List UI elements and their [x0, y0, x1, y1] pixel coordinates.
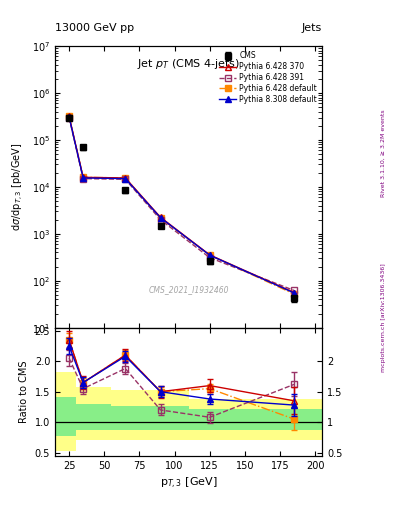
Pythia 6.428 default — [292, 291, 296, 297]
Pythia 8.308 default — [292, 290, 296, 296]
Pythia 6.428 370 — [67, 113, 72, 119]
Y-axis label: d$\sigma$/dp$_{T,3}$ [pb/GeV]: d$\sigma$/dp$_{T,3}$ [pb/GeV] — [11, 143, 26, 231]
Pythia 6.428 default — [208, 252, 212, 258]
Pythia 8.308 default — [123, 176, 128, 182]
Line: Pythia 6.428 370: Pythia 6.428 370 — [66, 114, 297, 295]
Pythia 6.428 default — [158, 215, 163, 221]
Pythia 6.428 370 — [123, 175, 128, 181]
Text: Jets: Jets — [302, 23, 322, 33]
Pythia 6.428 default — [67, 113, 72, 119]
Pythia 8.308 default — [67, 114, 72, 120]
Pythia 8.308 default — [81, 175, 86, 181]
Line: Pythia 6.428 default: Pythia 6.428 default — [66, 114, 297, 297]
Pythia 6.428 391 — [292, 287, 296, 293]
Pythia 8.308 default — [158, 215, 163, 221]
Line: Pythia 8.308 default: Pythia 8.308 default — [66, 114, 297, 296]
Text: 13000 GeV pp: 13000 GeV pp — [55, 23, 134, 33]
Pythia 6.428 391 — [158, 217, 163, 223]
Pythia 6.428 391 — [81, 176, 86, 182]
Pythia 8.308 default — [208, 252, 212, 258]
Y-axis label: Ratio to CMS: Ratio to CMS — [19, 360, 29, 423]
Pythia 6.428 default — [123, 175, 128, 181]
Text: Rivet 3.1.10, ≥ 3.2M events: Rivet 3.1.10, ≥ 3.2M events — [381, 110, 386, 198]
Text: Jet $p_T$ (CMS 4-jets): Jet $p_T$ (CMS 4-jets) — [137, 57, 240, 71]
Pythia 6.428 370 — [158, 214, 163, 220]
X-axis label: p$_{T,3}$ [GeV]: p$_{T,3}$ [GeV] — [160, 476, 217, 491]
Pythia 6.428 default — [81, 174, 86, 180]
Text: CMS_2021_I1932460: CMS_2021_I1932460 — [149, 285, 229, 294]
Pythia 6.428 391 — [123, 176, 128, 182]
Pythia 6.428 370 — [292, 289, 296, 295]
Pythia 6.428 391 — [67, 115, 72, 121]
Text: mcplots.cern.ch [arXiv:1306.3436]: mcplots.cern.ch [arXiv:1306.3436] — [381, 263, 386, 372]
Pythia 6.428 370 — [81, 174, 86, 180]
Legend: CMS, Pythia 6.428 370, Pythia 6.428 391, Pythia 6.428 default, Pythia 8.308 defa: CMS, Pythia 6.428 370, Pythia 6.428 391,… — [218, 50, 318, 105]
Pythia 6.428 391 — [208, 254, 212, 261]
Pythia 6.428 370 — [208, 252, 212, 258]
Line: Pythia 6.428 391: Pythia 6.428 391 — [66, 115, 297, 293]
